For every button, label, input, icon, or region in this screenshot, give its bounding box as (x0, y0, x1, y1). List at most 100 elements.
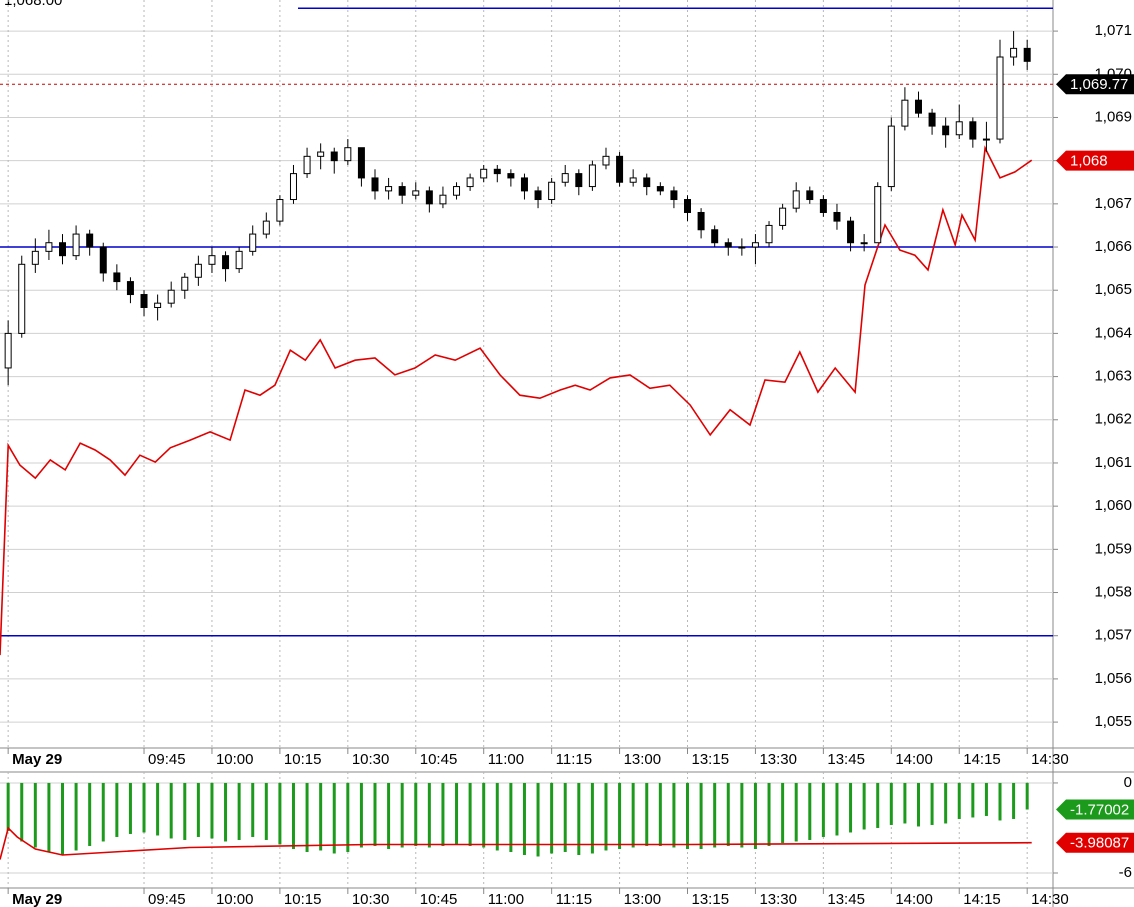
corner-label: 1,068.00 (4, 0, 62, 9)
candle-body (425, 190, 433, 205)
histogram-bar (849, 782, 853, 833)
x-tick-label: 10:15 (284, 751, 322, 768)
candle-body (847, 220, 855, 244)
candle-body (955, 121, 963, 136)
y-tick-label: 1,059 (1094, 540, 1132, 557)
x-tick-label: 13:15 (692, 751, 730, 768)
candle-body (86, 233, 94, 248)
candle-body (520, 177, 528, 192)
histogram-bar (781, 782, 785, 843)
histogram-bar (590, 782, 594, 854)
candle-body (113, 272, 121, 283)
candle-body (507, 173, 515, 179)
histogram-bar (903, 782, 907, 824)
histogram-bar (944, 782, 948, 824)
candle-body (982, 138, 990, 141)
y-tick-label: 1,065 (1094, 281, 1132, 298)
histogram-bar (169, 782, 173, 839)
candle-body (480, 168, 488, 179)
histogram-bar (319, 782, 323, 851)
candle-body (860, 242, 868, 245)
candle-body (1023, 47, 1031, 62)
histogram-bar (20, 782, 24, 842)
histogram-bar (835, 782, 839, 836)
histogram-bar (794, 782, 798, 842)
histogram-bar (699, 782, 703, 849)
candle-body (344, 147, 352, 162)
candle-body (453, 186, 461, 196)
histogram-bar (971, 782, 975, 818)
histogram-bar (740, 782, 744, 848)
histogram-bar (251, 782, 255, 837)
candle-body (548, 181, 556, 201)
histogram-bar (183, 782, 187, 840)
candle-body (59, 242, 67, 257)
x-tick-label: May 29 (12, 891, 62, 907)
candle-body (588, 164, 596, 188)
candle-body (262, 220, 270, 235)
histogram-bar (47, 782, 51, 852)
histogram-bar (61, 782, 65, 855)
candle-body (493, 168, 501, 175)
y-tick-label: 1,071 (1094, 22, 1132, 39)
candle-body (398, 186, 406, 196)
x-tick-label: 09:45 (148, 751, 186, 768)
histogram-bar (645, 782, 649, 846)
x-tick-label: 14:30 (1031, 751, 1069, 768)
histogram-bar (373, 782, 377, 846)
histogram-bar (672, 782, 676, 848)
candle-body (751, 242, 759, 248)
histogram-bar (876, 782, 880, 828)
x-tick-label: 13:30 (759, 891, 797, 907)
histogram-bar (536, 782, 540, 857)
y-tick-label: 0 (1124, 774, 1132, 791)
histogram-bar (346, 782, 350, 852)
histogram-bar (658, 782, 662, 846)
y-tick-label: 1,063 (1094, 368, 1132, 385)
y-tick-label: 1,056 (1094, 670, 1132, 687)
histogram-bar (237, 782, 241, 840)
candle-body (72, 233, 80, 257)
y-tick-label: 1,067 (1094, 195, 1132, 212)
candle-body (765, 224, 773, 244)
candle-body (561, 173, 569, 183)
candle-body (901, 99, 909, 127)
x-tick-label: 14:00 (895, 751, 933, 768)
candle-body (276, 199, 284, 222)
candle-body (684, 199, 692, 213)
candle-body (670, 190, 678, 201)
histogram-bar (618, 782, 622, 849)
histogram-bar (332, 782, 336, 854)
candle-body (303, 155, 311, 175)
candle-body (208, 255, 216, 265)
price-marker (1056, 74, 1134, 95)
candle-body (643, 177, 651, 188)
histogram-bar (359, 782, 363, 848)
candle-body (602, 155, 610, 166)
candle-body (4, 332, 12, 369)
histogram-bar (291, 782, 295, 849)
x-tick-label: 11:15 (556, 891, 592, 907)
candle-body (697, 211, 705, 231)
histogram-bar (713, 782, 717, 848)
candle-body (928, 112, 936, 127)
histogram-bar (156, 782, 160, 836)
x-tick-label: 10:00 (216, 891, 254, 907)
histogram-bar (767, 782, 771, 846)
x-tick-label: May 29 (12, 751, 62, 768)
candle-body (357, 147, 365, 179)
x-tick-label: 11:00 (488, 751, 524, 768)
candle-body (806, 190, 814, 201)
histogram-bar (821, 782, 825, 837)
candle-body (18, 263, 26, 334)
candle-body (167, 289, 175, 304)
x-tick-label: 14:15 (963, 751, 1001, 768)
x-tick-label: 10:15 (284, 891, 322, 907)
histogram-bar (441, 782, 445, 846)
candle-body (249, 233, 257, 252)
candle-body (833, 211, 841, 222)
histogram-bar (400, 782, 404, 848)
candle-body (45, 242, 53, 252)
x-tick-label: 10:30 (352, 751, 390, 768)
x-tick-label: 13:30 (759, 751, 797, 768)
